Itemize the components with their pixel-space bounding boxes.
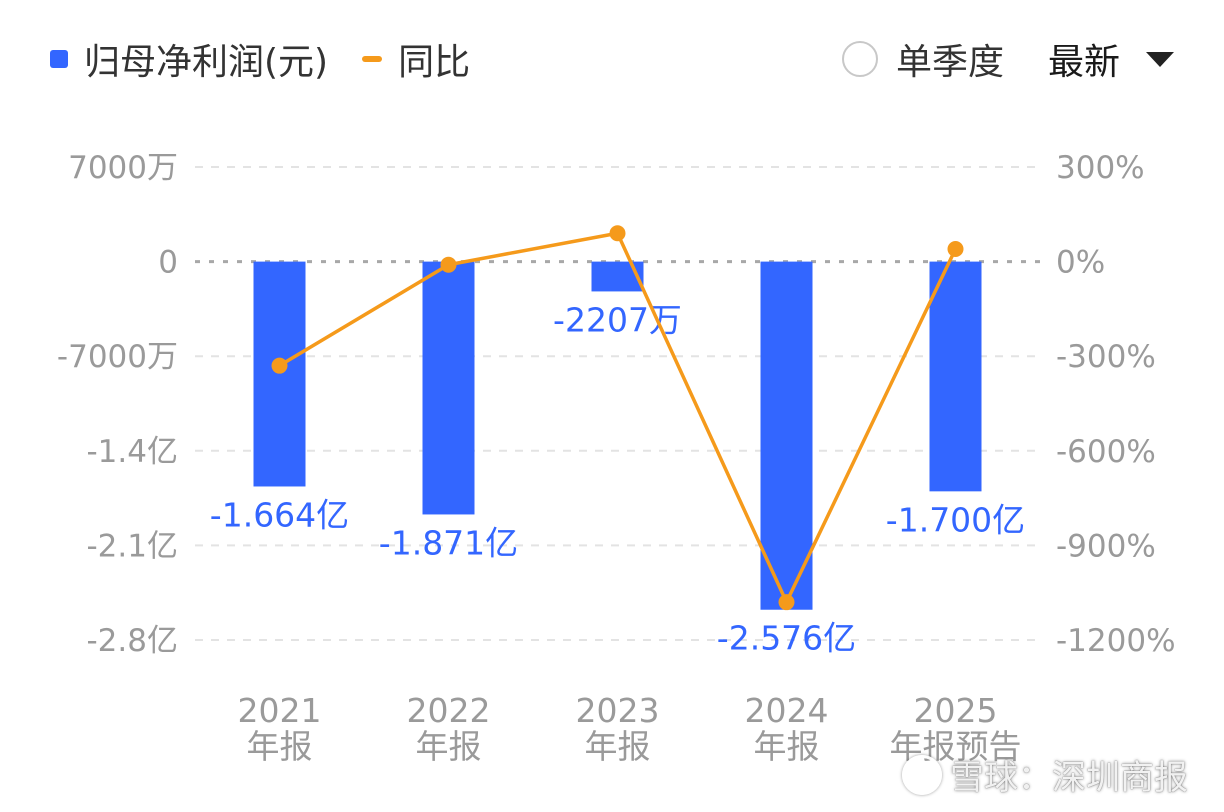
sort-dropdown-value: 最新: [1047, 42, 1120, 83]
bar: [253, 261, 306, 487]
y-axis-right-tick-label: -900%: [1056, 528, 1156, 564]
watermark-text: 雪球：深圳商报: [950, 758, 1188, 798]
x-axis-category-label: 年报: [416, 727, 482, 766]
yoy-point: [947, 240, 964, 257]
x-axis-category-label: 2024: [745, 691, 829, 730]
yoy-point: [609, 225, 626, 242]
bar-value-label: -2207万: [553, 300, 682, 339]
quarterly-label[interactable]: 单季度: [895, 42, 1004, 83]
bar-value-label: -2.576亿: [717, 619, 856, 658]
y-axis-right-tick-label: 0%: [1056, 245, 1105, 281]
legend-swatch-bar: [50, 50, 68, 68]
yoy-point: [271, 357, 288, 374]
bar-value-label: -1.700亿: [886, 500, 1025, 539]
y-axis-right-tick-label: -600%: [1056, 434, 1156, 470]
x-axis-category-label: 年报: [754, 727, 820, 766]
legend-swatch-line: [362, 56, 383, 62]
y-axis-left-tick-label: -2.1亿: [87, 528, 179, 564]
legend-item-net-profit[interactable]: 归母净利润(元): [50, 33, 328, 85]
sort-dropdown[interactable]: 最新: [1048, 33, 1174, 85]
legend-label-yoy: 同比: [398, 42, 471, 83]
y-axis-left-tick-label: -7000万: [57, 339, 178, 375]
chart-controls: 单季度 最新: [841, 33, 1174, 85]
x-axis-category-label: 年报: [247, 727, 313, 766]
y-axis-right-tick-label: -1200%: [1056, 623, 1176, 659]
bar: [591, 261, 644, 292]
y-axis-right-tick-label: -300%: [1056, 339, 1156, 375]
bar: [929, 261, 982, 492]
bar: [422, 261, 475, 515]
x-axis-category-label: 2022: [407, 691, 491, 730]
bar-value-label: -1.871亿: [379, 523, 518, 562]
x-axis-category-label: 2021: [238, 691, 322, 730]
watermark: 雪球：深圳商报: [902, 750, 1188, 799]
bar-value-label: -1.664亿: [210, 495, 349, 534]
x-axis-category-label: 年报: [585, 727, 651, 766]
y-axis-left-tick-label: -1.4亿: [87, 434, 179, 470]
chart-legend: 归母净利润(元) 同比: [50, 34, 504, 84]
x-axis-category-label: 2023: [576, 691, 660, 730]
legend-label-net-profit: 归母净利润(元): [84, 42, 329, 83]
y-axis-left-tick-label: 0: [158, 245, 178, 281]
bar: [760, 261, 813, 610]
y-axis-left-tick-label: -2.8亿: [87, 623, 179, 659]
yoy-point: [778, 594, 795, 611]
legend-item-yoy[interactable]: 同比: [362, 33, 470, 85]
x-axis-category-label: 2025: [914, 691, 998, 730]
snowball-logo-icon: [902, 754, 942, 795]
y-axis-left-tick-label: 7000万: [68, 150, 178, 186]
quarterly-radio[interactable]: [841, 41, 878, 77]
y-axis-right-tick-label: 300%: [1056, 150, 1145, 186]
dropdown-caret-icon: [1146, 51, 1174, 67]
yoy-point: [440, 256, 457, 273]
